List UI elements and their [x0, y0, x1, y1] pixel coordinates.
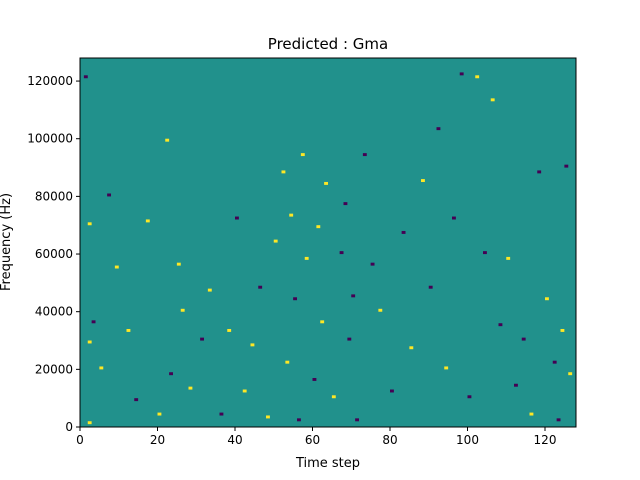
heatmap-cell [362, 153, 367, 157]
heatmap-cell [568, 372, 573, 376]
heatmap-cell [339, 251, 344, 255]
x-tick-label: 20 [150, 433, 165, 447]
heatmap-cell [564, 164, 569, 168]
heatmap-cell [87, 222, 92, 226]
heatmap-cell [157, 412, 162, 416]
heatmap-cell [281, 170, 286, 174]
heatmap-cell [114, 265, 119, 269]
heatmap-cell [351, 294, 356, 298]
heatmap-cell [87, 421, 92, 425]
y-axis-label: Frequency (Hz) [0, 193, 14, 291]
heatmap-cell [506, 256, 511, 260]
heatmap-cell [273, 239, 278, 243]
heatmap-cell [560, 328, 565, 332]
heatmap-cell [91, 320, 96, 324]
heatmap-cell [227, 328, 232, 332]
heatmap-cell [165, 138, 170, 142]
y-tick-label: 20000 [35, 362, 73, 376]
heatmap-cell [529, 412, 534, 416]
heatmap-cell [145, 219, 150, 223]
heatmap-cell [207, 288, 212, 292]
heatmap-cell [545, 297, 549, 301]
heatmap-cell [169, 372, 174, 376]
x-axis: 0 20 40 60 80 100 120 [76, 427, 556, 447]
heatmap-cell [188, 386, 193, 390]
heatmap-cell [297, 418, 301, 422]
heatmap-cell [467, 395, 472, 399]
y-axis: 0 20000 40000 60000 80000 100000 120000 [27, 74, 80, 434]
heatmap-cell [343, 202, 348, 206]
heatmap-cell [370, 262, 375, 266]
heatmap-cell [285, 360, 290, 364]
heatmap-cell [378, 308, 383, 312]
heatmap-cell [99, 366, 104, 370]
heatmap-cell [293, 297, 298, 301]
heatmap-cell [324, 181, 329, 185]
heatmap-cell [498, 323, 503, 327]
x-tick-label: 100 [456, 433, 479, 447]
chart-title: Predicted : Gma [268, 35, 388, 53]
heatmap-cell [200, 337, 205, 341]
heatmap-cell [304, 256, 309, 260]
heatmap-cell [289, 213, 294, 217]
y-tick-label: 0 [65, 420, 73, 434]
heatmap-cell [421, 179, 425, 183]
heatmap-cell [347, 337, 352, 341]
heatmap-cell [409, 346, 414, 350]
y-tick-label: 80000 [35, 189, 73, 203]
y-tick-label: 120000 [27, 74, 73, 88]
heatmap-cell [436, 127, 441, 131]
plot-area [79, 57, 577, 428]
heatmap-cell [490, 98, 495, 102]
x-tick-label: 40 [227, 433, 242, 447]
heatmap-cell [316, 225, 321, 229]
heatmap-cell [87, 340, 92, 344]
heatmap-cell [134, 398, 139, 402]
y-tick-label: 100000 [27, 132, 73, 146]
heatmap-cell [242, 389, 247, 393]
heatmap-background [80, 58, 576, 427]
heatmap-cell [459, 72, 464, 76]
heatmap-cell [355, 418, 360, 422]
heatmap-cell [475, 75, 480, 79]
heatmap-cell [537, 170, 542, 174]
heatmap-cell [452, 216, 456, 220]
heatmap-cell [320, 320, 325, 324]
y-tick-label: 60000 [35, 247, 73, 261]
x-tick-label: 60 [305, 433, 320, 447]
y-tick-label: 40000 [35, 305, 73, 319]
heatmap-cell [401, 230, 406, 234]
heatmap-cell [83, 75, 88, 79]
heatmap-cell [258, 285, 263, 289]
x-tick-label: 120 [534, 433, 557, 447]
heatmap-cell [219, 412, 224, 416]
plot-frame [79, 57, 577, 428]
heatmap-cell [514, 383, 518, 387]
heatmap-cell [107, 193, 112, 197]
heatmap-cell [444, 366, 449, 370]
heatmap-cell [331, 395, 336, 399]
heatmap-cell [266, 415, 270, 419]
heatmap-cell [235, 216, 239, 220]
heatmap-cell [126, 328, 131, 332]
heatmap-cell [300, 153, 305, 157]
heatmap-cell [556, 418, 561, 422]
heatmap-cell [552, 360, 557, 364]
heatmap-cell [390, 389, 394, 393]
x-axis-label: Time step [295, 456, 360, 471]
heatmap-cell [428, 285, 433, 289]
x-tick-label: 0 [76, 433, 84, 447]
heatmap-cell [483, 251, 487, 255]
heatmap-cell [250, 343, 255, 347]
x-tick-label: 80 [382, 433, 397, 447]
heatmap-cell [180, 308, 185, 312]
heatmap-cell [176, 262, 181, 266]
heatmap-cell [312, 377, 317, 381]
heatmap-cell [521, 337, 526, 341]
